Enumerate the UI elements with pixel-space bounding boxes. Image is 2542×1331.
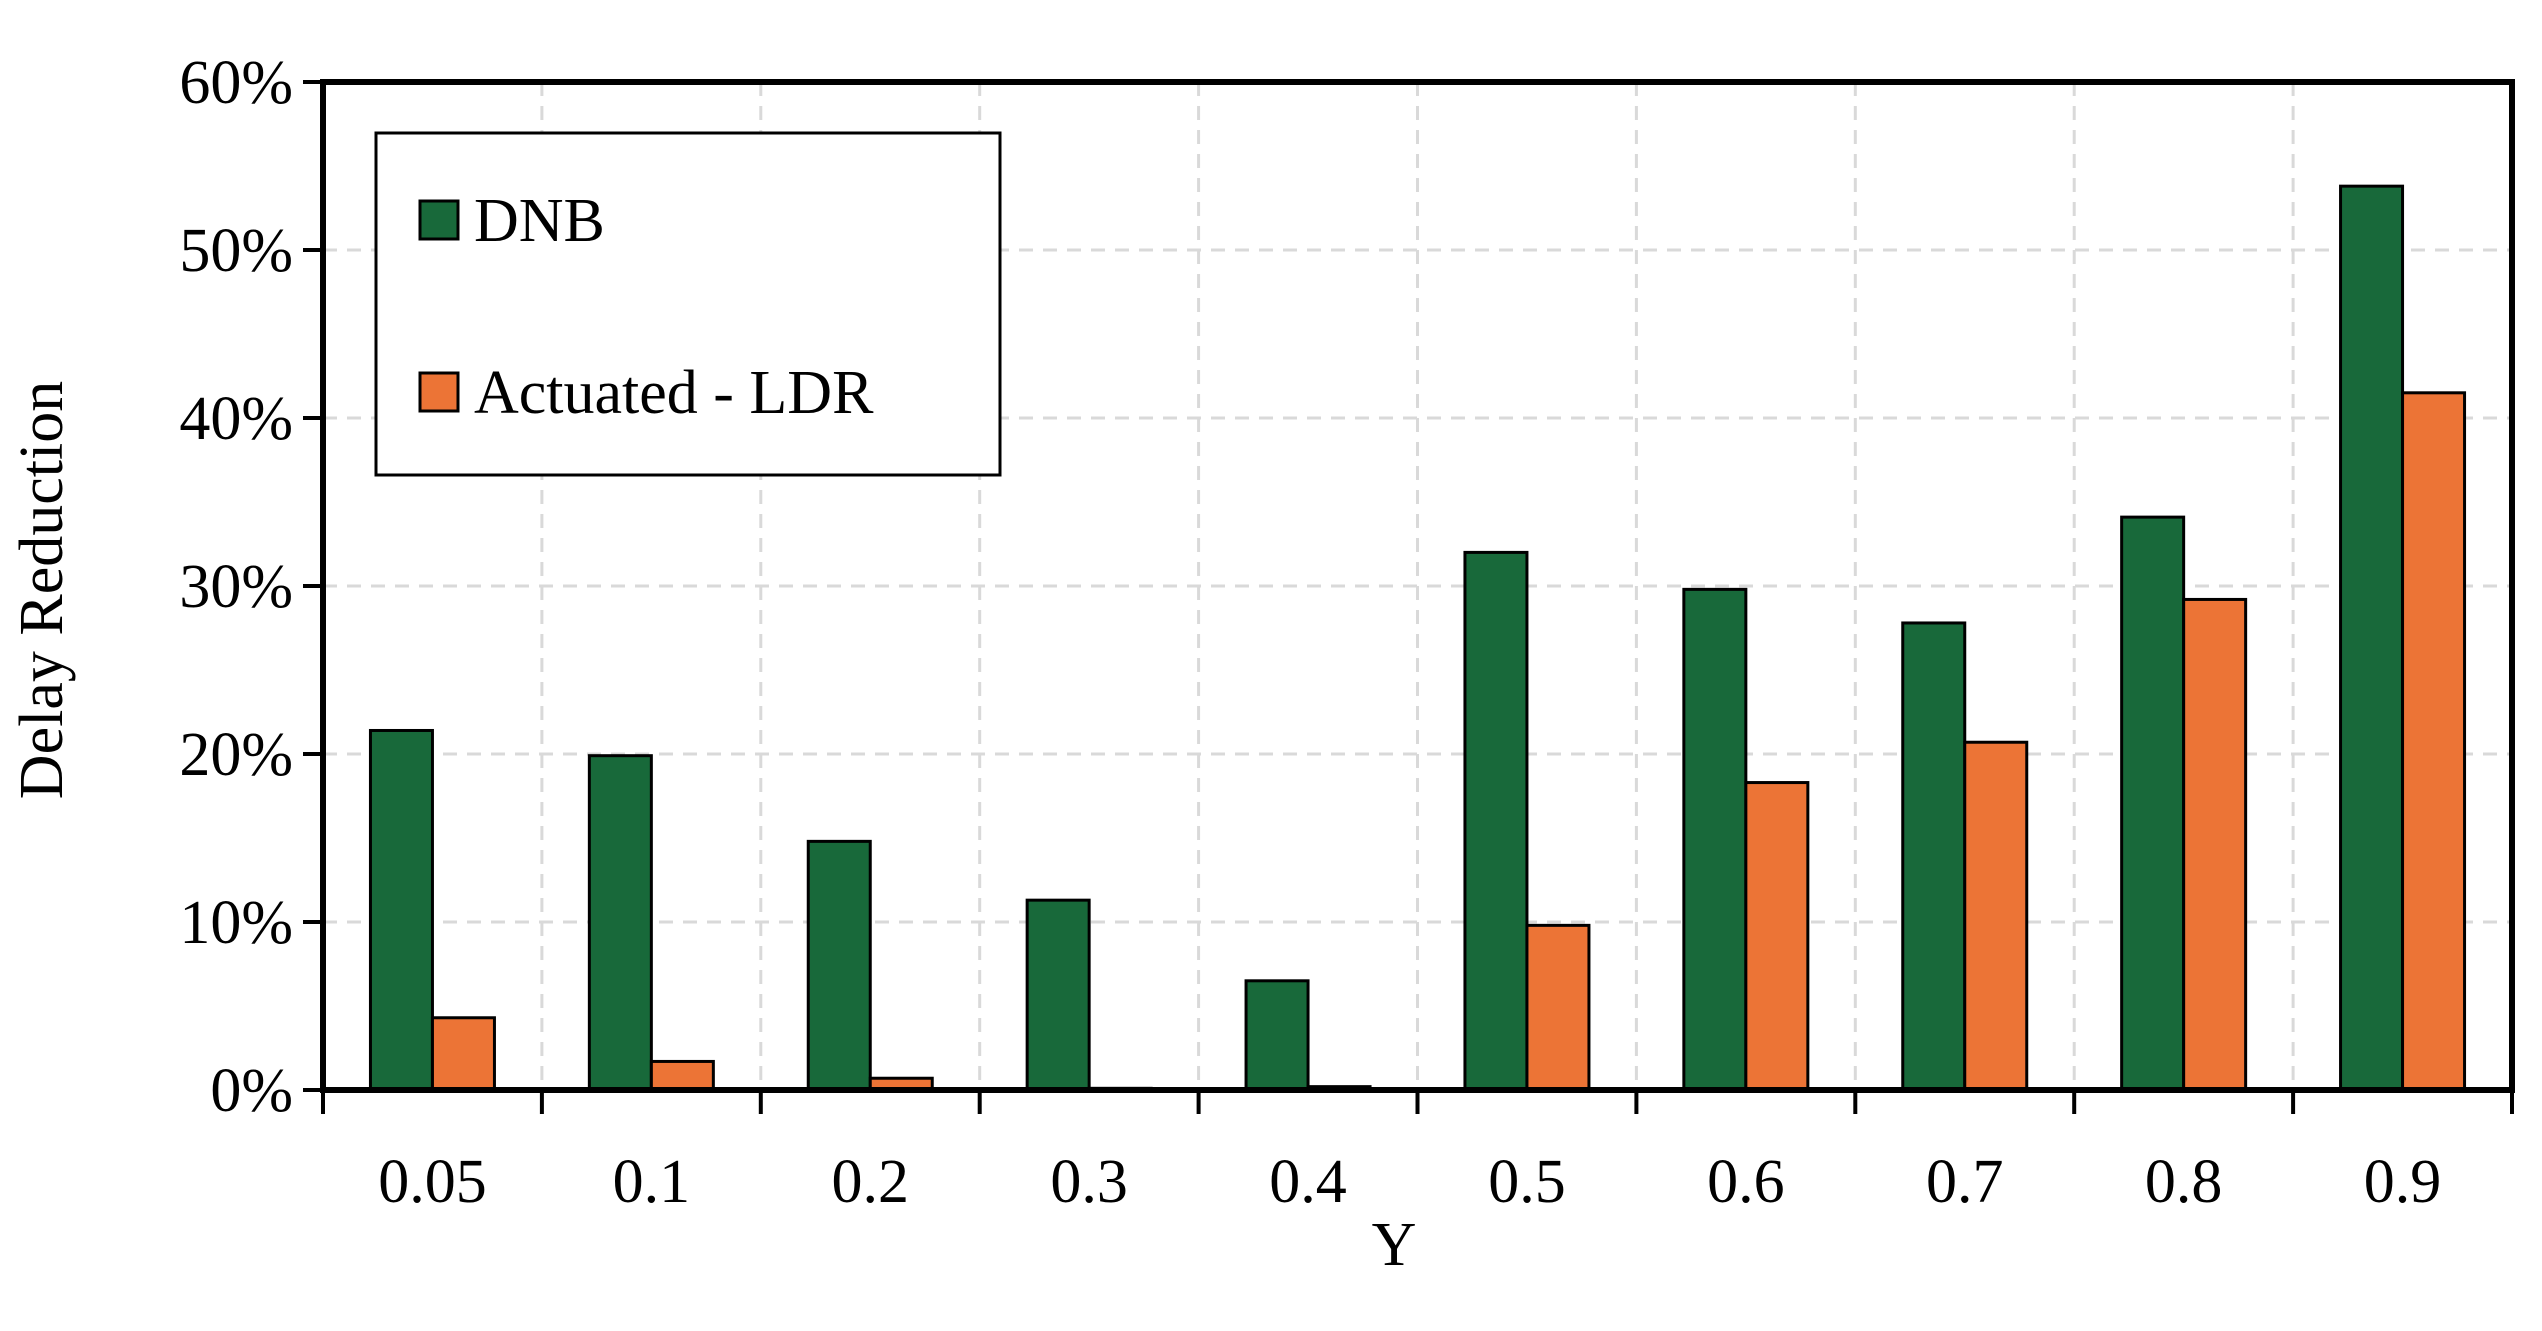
x-tick-label: 0.4 xyxy=(1269,1148,1347,1216)
bar-dnb-0.1 xyxy=(587,754,653,1092)
y-tick-label: 30% xyxy=(179,553,293,621)
x-tick-label: 0.7 xyxy=(1926,1148,2004,1216)
y-tick-label: 50% xyxy=(179,217,293,285)
bar-actuated-ldr-0.1 xyxy=(649,1059,715,1092)
bar-dnb-0.7 xyxy=(1901,621,1967,1092)
legend-swatch-actuated-ldr xyxy=(418,371,460,413)
x-tick-label: 0.9 xyxy=(2364,1148,2442,1216)
y-tick-label: 40% xyxy=(179,385,293,453)
x-tick-label: 0.2 xyxy=(832,1148,910,1216)
bar-actuated-ldr-0.5 xyxy=(1525,923,1591,1092)
bar-actuated-ldr-0.6 xyxy=(1744,781,1810,1092)
y-axis-title: Delay Reduction xyxy=(8,381,76,799)
y-tick-label: 20% xyxy=(179,721,293,789)
x-tick-label: 0.6 xyxy=(1707,1148,1785,1216)
bar-actuated-ldr-0.8 xyxy=(2182,597,2248,1092)
legend: DNB Actuated - LDR xyxy=(374,131,1002,477)
y-tick-label: 60% xyxy=(179,49,293,117)
bar-dnb-0.8 xyxy=(2120,515,2186,1092)
x-tick-label: 0.8 xyxy=(2145,1148,2223,1216)
x-tick-label: 0.3 xyxy=(1050,1148,1128,1216)
legend-swatch-dnb xyxy=(418,199,460,241)
legend-box xyxy=(374,131,1002,477)
axes xyxy=(303,79,2515,1114)
y-tick-label: 10% xyxy=(179,889,293,957)
bars xyxy=(368,184,2467,1092)
bar-actuated-ldr-0.05 xyxy=(430,1016,496,1092)
bar-dnb-0.4 xyxy=(1244,979,1310,1092)
y-tick-label: 0% xyxy=(210,1057,293,1125)
legend-label-dnb: DNB xyxy=(474,187,605,255)
legend-label-actuated-ldr: Actuated - LDR xyxy=(474,359,874,427)
bar-dnb-0.2 xyxy=(806,839,872,1092)
bar-dnb-0.05 xyxy=(368,728,434,1092)
bar-dnb-0.6 xyxy=(1682,587,1748,1092)
x-tick-label: 0.05 xyxy=(378,1148,487,1216)
x-tick-label: 0.5 xyxy=(1488,1148,1566,1216)
bar-dnb-0.3 xyxy=(1025,898,1091,1092)
bar-dnb-0.5 xyxy=(1463,550,1529,1092)
x-tick-label: 0.1 xyxy=(613,1148,691,1216)
bar-dnb-0.9 xyxy=(2339,184,2405,1092)
bar-actuated-ldr-0.7 xyxy=(1963,740,2029,1092)
tick-labels: 0% 10% 20% 30% 40% 50% 60% 0.05 0.1 0.2 0.3 0.4 0.5 0… xyxy=(179,49,2441,1216)
bar-actuated-ldr-0.9 xyxy=(2401,391,2467,1092)
x-axis-title: Y xyxy=(1372,1211,1417,1279)
